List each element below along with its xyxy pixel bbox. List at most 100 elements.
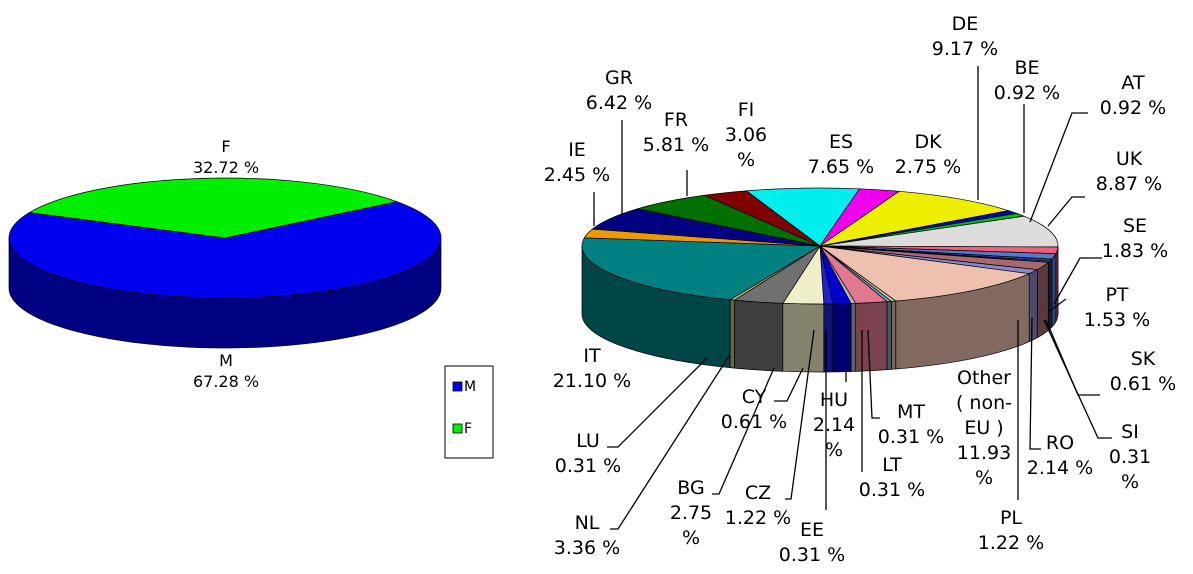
leader-line-si: [1043, 319, 1112, 439]
slice-label-nl: NL 3.36 %: [554, 512, 620, 559]
value-label-pt: 1.53 %: [1084, 309, 1150, 331]
category-label-de: DE: [952, 13, 979, 35]
slice-label-fi: FI 3.06%: [725, 99, 767, 171]
value-label-pl: 1.22 %: [978, 532, 1044, 554]
pie-side-lu: [729, 299, 735, 369]
value-label-bg: 2.75: [670, 502, 712, 524]
pie-slice-uk: [819, 215, 1059, 248]
category-label-ie: IE: [568, 139, 586, 161]
slice-label-m: M 67.28 %: [193, 351, 259, 391]
pie-side-lt: [886, 300, 892, 371]
pie-side-mt: [890, 300, 897, 370]
leader-lines: [593, 66, 1112, 530]
slice-label-mt: MT 0.31 %: [878, 401, 944, 448]
slice-label-dk: DK 2.75 %: [895, 131, 961, 178]
pie-slice-de: [819, 190, 1009, 247]
slice-label-es: ES 7.65 %: [808, 131, 874, 178]
slice-label-uk: UK 8.87 %: [1096, 148, 1162, 195]
value-label-nl: 3.36 %: [554, 537, 620, 559]
value-label-fr: 5.81 %: [643, 134, 709, 156]
category-label-other-non-eu: EU ): [964, 417, 1003, 439]
value-label-mt: 0.31 %: [878, 426, 944, 448]
value-label-fi: 3.06: [725, 124, 767, 146]
value-label-lt: 0.31 %: [859, 479, 925, 501]
pie-side-ee: [850, 302, 857, 372]
pie-slice-f: [28, 177, 399, 239]
category-label-f: F: [221, 137, 230, 156]
slice-label-pl: PL 1.22 %: [978, 507, 1044, 554]
slice-label-fr: FR 5.81 %: [643, 109, 709, 156]
legend-swatch-m: [452, 381, 463, 392]
value-label-es: 7.65 %: [808, 156, 874, 178]
category-label-at: AT: [1121, 72, 1145, 94]
category-label-lt: LT: [882, 454, 902, 476]
pie-side-pt: [1051, 253, 1057, 329]
value-label-ee: 0.31 %: [779, 544, 845, 566]
slice-label-be: BE 0.92 %: [994, 57, 1060, 104]
slice-label-si: SI 0.31%: [1109, 421, 1151, 493]
leader-line-uk: [1047, 196, 1085, 227]
country-pie-chart: ES 7.65 % DK 2.75 % DE 9.17 % BE 0.92 % AT 0.92 %…: [544, 13, 1176, 566]
value-label-sk: 0.61 %: [1110, 373, 1176, 395]
leader-line-cy: [774, 367, 804, 402]
slice-labels: ES 7.65 % DK 2.75 % DE 9.17 % BE 0.92 % AT 0.92 %…: [544, 13, 1176, 566]
slice-label-other-non-eu: Other ( non- EU ) 11.93%: [956, 367, 1012, 489]
slice-label-at: AT 0.92 %: [1100, 72, 1166, 119]
pie-side-cy: [823, 303, 834, 373]
legend-box: [444, 365, 494, 459]
category-label-be: BE: [1014, 57, 1039, 79]
value-label-other-non-eu: 11.93: [957, 442, 1011, 464]
legend: MF: [444, 365, 494, 459]
leader-line-pt: [1047, 298, 1067, 313]
category-label-other-non-eu: Other: [957, 367, 1011, 389]
slice-label-ro: RO 2.14 %: [1027, 432, 1093, 479]
leader-line-at: [1029, 112, 1088, 223]
value-label-m: 67.28 %: [193, 372, 259, 391]
value-label-lu: 0.31 %: [555, 455, 621, 477]
category-label-it: IT: [583, 345, 601, 367]
slice-label-ee: EE 0.31 %: [779, 519, 845, 566]
value-label-other-non-eu: %: [975, 467, 993, 489]
category-label-mt: MT: [897, 401, 925, 423]
category-label-m: M: [219, 351, 233, 370]
legend-label-f: F: [464, 421, 472, 437]
gender-pie-chart: F 32.72 % M 67.28 %: [8, 137, 442, 391]
category-label-hu: HU: [820, 389, 848, 411]
category-label-ro: RO: [1046, 432, 1074, 454]
category-label-sk: SK: [1131, 348, 1156, 370]
value-label-dk: 2.75 %: [895, 156, 961, 178]
value-label-hu: %: [825, 439, 843, 461]
leader-line-ro: [1029, 317, 1041, 450]
category-label-gr: GR: [605, 67, 633, 89]
category-label-pt: PT: [1105, 284, 1128, 306]
value-label-cy: 0.61 %: [721, 411, 787, 433]
category-label-es: ES: [829, 131, 853, 153]
category-label-cy: CY: [742, 386, 767, 408]
category-label-other-non-eu: ( non-: [956, 392, 1012, 414]
slice-label-cy: CY 0.61 %: [721, 386, 787, 433]
leader-line-cz: [785, 329, 815, 500]
pie-side-bg: [782, 302, 825, 373]
pie-side-nl: [734, 299, 784, 372]
category-label-uk: UK: [1116, 148, 1143, 170]
pie-slice-m: [8, 201, 442, 299]
pie-side-pl: [1028, 269, 1038, 343]
legend-label-m: M: [464, 379, 476, 395]
category-label-si: SI: [1121, 421, 1139, 443]
slice-label-gr: GR 6.42 %: [586, 67, 652, 114]
slice-label-sk: SK 0.61 %: [1110, 348, 1176, 395]
value-label-bg: %: [682, 527, 700, 549]
slice-label-hu: HU 2.14%: [813, 389, 855, 461]
slice-label-ie: IE 2.45 %: [544, 139, 610, 186]
category-label-fr: FR: [664, 109, 688, 131]
pie-slice-it: [581, 237, 822, 301]
category-label-lu: LU: [576, 430, 600, 452]
value-label-ie: 2.45 %: [544, 164, 610, 186]
slice-label-pt: PT 1.53 %: [1084, 284, 1150, 331]
leader-line-bg: [712, 367, 775, 495]
slice-label-de: DE 9.17 %: [932, 13, 998, 60]
slice-label-bg: BG 2.75%: [670, 477, 712, 549]
value-label-si: 0.31: [1109, 446, 1151, 468]
category-label-bg: BG: [677, 477, 704, 499]
